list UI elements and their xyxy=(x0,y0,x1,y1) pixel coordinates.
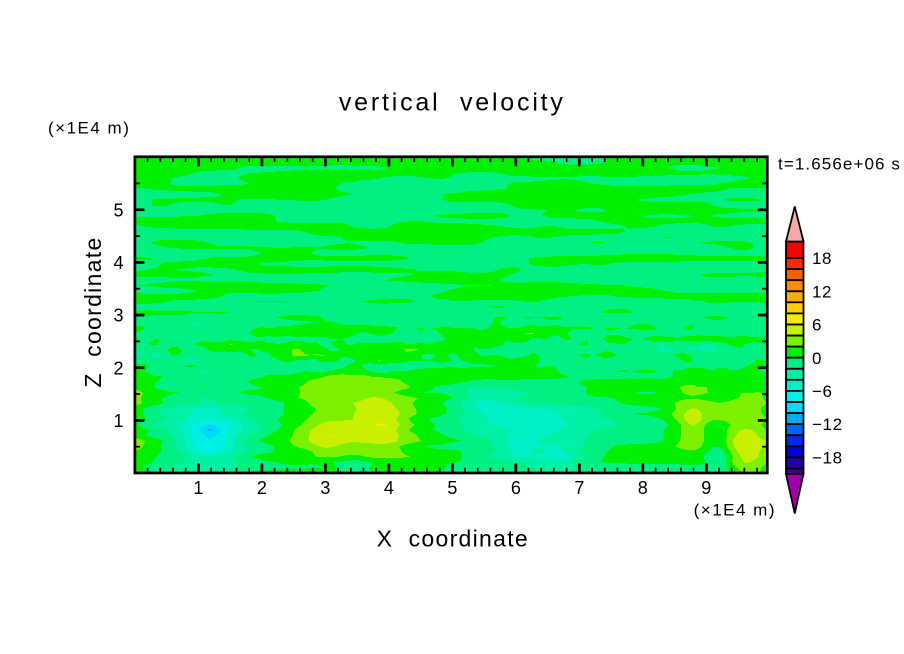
svg-text:4: 4 xyxy=(384,478,394,498)
svg-text:Z coordinate: Z coordinate xyxy=(80,236,106,387)
svg-text:t=1.656e+06 s: t=1.656e+06 s xyxy=(778,155,901,174)
svg-text:3: 3 xyxy=(113,306,123,326)
svg-text:5: 5 xyxy=(113,200,123,220)
svg-text:1: 1 xyxy=(193,478,203,498)
svg-text:1: 1 xyxy=(113,411,123,431)
svg-text:6: 6 xyxy=(812,316,822,335)
svg-text:8: 8 xyxy=(638,478,648,498)
svg-text:12: 12 xyxy=(812,282,832,301)
svg-text:vertical velocity: vertical velocity xyxy=(339,89,566,117)
svg-text:(×1E4 m): (×1E4 m) xyxy=(694,501,776,520)
svg-text:0: 0 xyxy=(812,349,822,368)
svg-text:7: 7 xyxy=(574,478,584,498)
svg-text:−6: −6 xyxy=(812,382,833,401)
svg-text:6: 6 xyxy=(511,478,521,498)
svg-text:3: 3 xyxy=(320,478,330,498)
svg-text:2: 2 xyxy=(113,358,123,378)
svg-text:18: 18 xyxy=(812,249,832,268)
svg-text:−12: −12 xyxy=(812,415,843,434)
svg-text:4: 4 xyxy=(113,253,123,273)
svg-text:(×1E4 m): (×1E4 m) xyxy=(48,119,130,138)
svg-text:2: 2 xyxy=(257,478,267,498)
svg-text:9: 9 xyxy=(701,478,711,498)
svg-text:−18: −18 xyxy=(812,448,843,467)
svg-text:5: 5 xyxy=(447,478,457,498)
svg-text:X coordinate: X coordinate xyxy=(377,526,529,552)
